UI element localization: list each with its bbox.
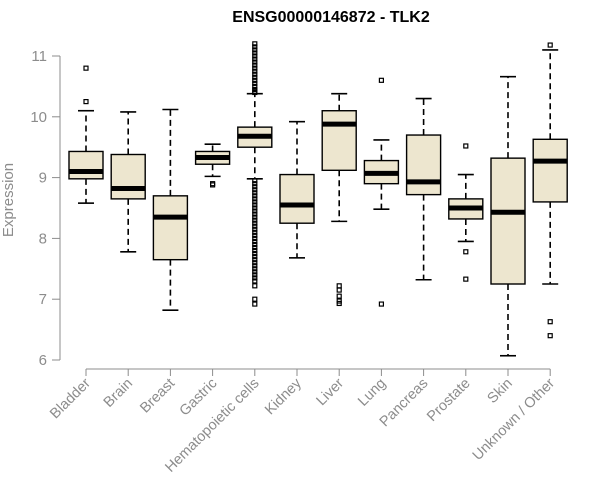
outlier-point [252, 247, 258, 254]
box-iqr [68, 150, 104, 180]
outlier-point [547, 319, 553, 325]
outlier-point [252, 238, 258, 245]
x-tick-label: Prostate [424, 376, 473, 425]
outlier-point [252, 244, 258, 251]
outlier-point [252, 184, 258, 190]
outlier-point [210, 182, 216, 188]
y-tick-label: 7 [39, 291, 47, 308]
outlier-point [252, 47, 258, 53]
outlier-point [252, 241, 258, 248]
outlier-point [252, 59, 258, 65]
outlier-point [83, 98, 89, 105]
outlier-point [336, 293, 342, 299]
outlier-point [252, 266, 258, 272]
outlier-point [252, 71, 258, 77]
outlier-point [252, 229, 258, 235]
outlier-point [252, 263, 258, 269]
y-axis-label: Expression [0, 163, 17, 237]
outlier-point [252, 278, 258, 284]
x-tick-label: Brain [101, 376, 136, 411]
outlier-point [463, 143, 469, 149]
x-tick-label: Liver [313, 375, 347, 409]
outlier-point [252, 254, 258, 260]
box-iqr [490, 157, 526, 285]
box-iqr [321, 110, 357, 172]
outlier-point [252, 199, 258, 205]
outlier-point [252, 235, 258, 241]
outlier-point [252, 205, 258, 211]
outlier-point [252, 44, 258, 50]
outlier-point [336, 283, 342, 289]
outlier-point [463, 249, 469, 255]
outlier-point [252, 77, 258, 83]
outlier-point [252, 251, 258, 257]
outlier-point [252, 193, 258, 199]
outlier-point [252, 41, 258, 47]
outlier-point [378, 301, 384, 307]
outlier-point [252, 217, 258, 223]
outlier-point [252, 211, 258, 217]
y-tick-label: 10 [30, 109, 47, 126]
outlier-point [252, 53, 258, 59]
outlier-point [252, 296, 258, 302]
x-tick-label: Skin [485, 376, 516, 407]
outlier-point [252, 68, 258, 74]
x-tick-label: Kidney [262, 375, 305, 418]
outlier-point [252, 187, 258, 193]
x-tick-label: Bladder [47, 375, 94, 422]
outlier-point [252, 269, 258, 275]
box-iqr [405, 134, 442, 196]
outlier-point [252, 88, 258, 94]
outlier-point [252, 260, 258, 266]
outlier-point [252, 208, 258, 214]
outlier-point [252, 83, 258, 90]
outlier-point [252, 226, 258, 232]
outlier-point [252, 65, 258, 71]
outlier-point [252, 301, 258, 307]
outlier-point [252, 50, 258, 56]
outlier-point [252, 223, 258, 229]
y-tick-label: 11 [31, 48, 47, 65]
outlier-point [252, 257, 258, 263]
box-iqr [532, 138, 568, 203]
outlier-point [252, 283, 258, 289]
outlier-point [252, 190, 258, 196]
box-iqr [110, 153, 146, 200]
outlier-point [252, 232, 258, 238]
outlier-point [252, 220, 258, 226]
chart-title: ENSG00000146872 - TLK2 [232, 9, 430, 26]
x-tick-label: Lung [355, 376, 389, 410]
outlier-point [252, 275, 258, 281]
y-tick-label: 8 [39, 230, 47, 247]
x-tick-label: Breast [137, 376, 178, 417]
outlier-point [463, 276, 469, 282]
outlier-point [252, 196, 258, 202]
y-tick-label: 6 [39, 352, 47, 369]
outlier-point [336, 287, 342, 293]
outlier-point [252, 214, 258, 220]
box-iqr [279, 173, 315, 224]
y-tick-label: 9 [39, 170, 47, 187]
outlier-point [547, 42, 553, 48]
box-iqr [152, 195, 189, 261]
outlier-point [252, 80, 258, 86]
outlier-point [378, 77, 384, 83]
outlier-point [252, 202, 258, 208]
outlier-point [83, 65, 89, 71]
outlier-point [252, 178, 258, 184]
outlier-point [252, 181, 258, 187]
outlier-point [252, 272, 258, 278]
outlier-point [252, 74, 258, 80]
outlier-point [210, 181, 216, 187]
outlier-point [252, 62, 258, 68]
outlier-point [252, 56, 258, 62]
outlier-point [547, 333, 553, 339]
outlier-point [336, 300, 342, 307]
